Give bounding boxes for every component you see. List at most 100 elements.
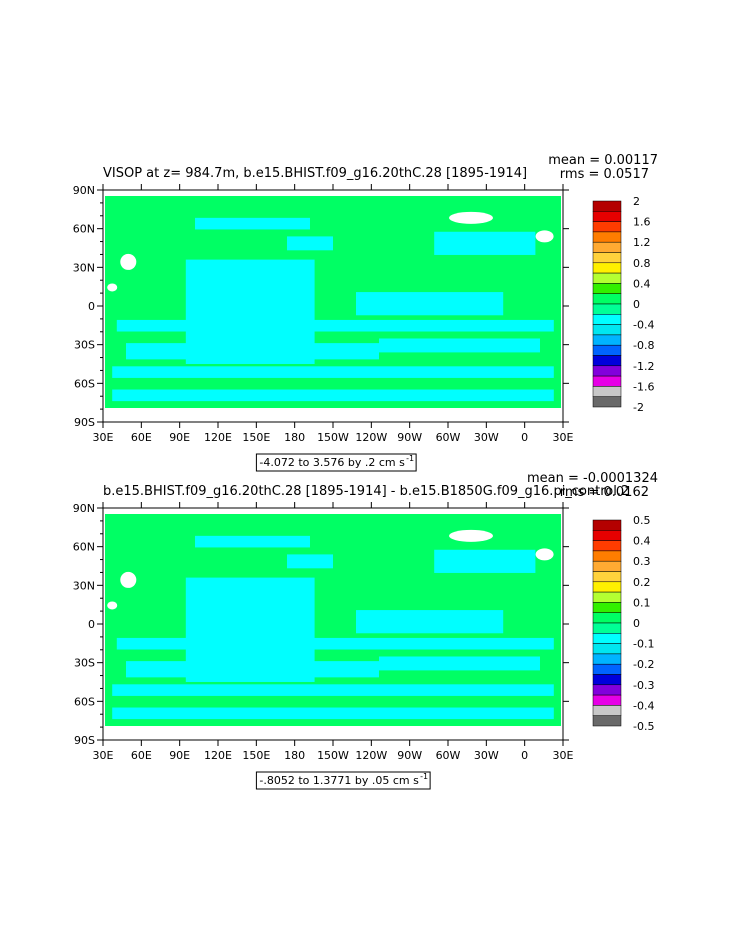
y-tick-label: 60N bbox=[73, 541, 95, 554]
negative-band bbox=[126, 343, 379, 360]
negative-band bbox=[112, 684, 554, 696]
colorbar-label: 0.4 bbox=[633, 277, 651, 290]
colorbar-swatch bbox=[592, 705, 622, 716]
colorbar-swatch bbox=[592, 344, 622, 356]
colorbar-swatch bbox=[592, 303, 622, 315]
colorbar-swatch bbox=[592, 653, 622, 665]
negative-band bbox=[116, 637, 554, 650]
y-tick-label: 90N bbox=[73, 502, 95, 515]
colorbar-label: -0.8 bbox=[633, 339, 654, 352]
x-tick-label: 180 bbox=[284, 749, 305, 762]
land-europe bbox=[535, 548, 554, 561]
map-panel-2: 90N 60N 30N 0 30S 60S 90S 30E 60E 90E 120E 150E 180 1… bbox=[73, 471, 658, 790]
range-label-frame bbox=[255, 453, 417, 472]
y-tick-label: 90N bbox=[73, 184, 95, 197]
land-arctic bbox=[449, 529, 493, 542]
colorbar-label: -0.4 bbox=[633, 699, 654, 712]
colorbar-swatch bbox=[592, 375, 622, 387]
colorbar-swatch bbox=[592, 252, 622, 264]
colorbar-label: -1.2 bbox=[633, 360, 654, 373]
x-tick-label: 60W bbox=[436, 431, 461, 444]
colorbar-label: 1.6 bbox=[633, 216, 651, 229]
colorbar: 2 1.6 1.2 0.8 0.4 0 -0.4 -0.8 -1.2 -1.6 -2 bbox=[592, 195, 654, 414]
y-tick-label: 0 bbox=[88, 618, 95, 631]
x-tick-label: 90E bbox=[169, 749, 190, 762]
x-tick-label: 60E bbox=[131, 749, 152, 762]
colorbar-swatch bbox=[592, 550, 622, 562]
colorbar-swatch bbox=[592, 530, 622, 541]
x-tick-label: 120W bbox=[355, 749, 387, 762]
land-europe bbox=[535, 230, 554, 243]
colorbar-swatch bbox=[592, 241, 622, 253]
colorbar-label: -0.2 bbox=[633, 658, 654, 671]
colorbar-swatch bbox=[592, 293, 622, 305]
negative-band bbox=[116, 319, 554, 332]
colorbar-swatch bbox=[592, 396, 622, 408]
colorbar-swatch bbox=[592, 231, 622, 243]
colorbar-swatch bbox=[592, 663, 622, 675]
x-tick-label: 30E bbox=[93, 749, 114, 762]
negative-band bbox=[356, 292, 504, 316]
colorbar-swatch bbox=[592, 602, 622, 613]
panel-title: VISOP at z= 984.7m, b.e15.BHIST.f09_g16.… bbox=[103, 166, 527, 181]
panel-title: b.e15.BHIST.f09_g16.20thC.28 [1895-1914]… bbox=[103, 484, 629, 499]
negative-band bbox=[112, 366, 554, 378]
x-tick-label: 90W bbox=[397, 749, 422, 762]
stat-rms: rms = 0.0162 bbox=[560, 485, 649, 500]
colorbar-swatch bbox=[592, 540, 622, 552]
y-tick-label: 60S bbox=[74, 377, 95, 390]
y-tick-label: 0 bbox=[88, 300, 95, 313]
negative-band bbox=[195, 535, 310, 548]
colorbar-swatch bbox=[592, 715, 622, 727]
colorbar-swatch bbox=[592, 591, 622, 603]
x-tick-label: 120E bbox=[204, 749, 232, 762]
colorbar-label: -2 bbox=[633, 401, 644, 414]
negative-band bbox=[379, 656, 540, 671]
negative-band bbox=[126, 661, 379, 678]
x-tick-label: 90E bbox=[169, 431, 190, 444]
colorbar-swatch bbox=[592, 365, 622, 377]
negative-band bbox=[195, 217, 310, 230]
x-tick-label: 150E bbox=[242, 749, 270, 762]
colorbar-label: 1.2 bbox=[633, 236, 651, 249]
colorbar-swatch bbox=[592, 684, 622, 696]
colorbar: 0.5 0.4 0.3 0.2 0.1 0 -0.1 -0.2 -0.3 -0.4 -0.5 bbox=[592, 514, 654, 733]
x-tick-label: 150W bbox=[317, 431, 349, 444]
negative-band bbox=[287, 236, 333, 251]
range-unit-sup: -1 bbox=[406, 454, 414, 463]
colorbar-label: -1.6 bbox=[633, 380, 654, 393]
x-tick-label: 60E bbox=[131, 431, 152, 444]
y-tick-label: 90S bbox=[74, 416, 95, 429]
colorbar-label: 0.1 bbox=[633, 596, 651, 609]
y-tick-label: 30N bbox=[73, 261, 95, 274]
colorbar-label: 0.5 bbox=[633, 514, 651, 527]
land-island bbox=[107, 283, 118, 292]
negative-band bbox=[379, 338, 540, 353]
colorbar-swatch bbox=[592, 211, 622, 222]
colorbar-swatch bbox=[592, 622, 622, 634]
x-tick-label: 30E bbox=[553, 431, 574, 444]
colorbar-swatch bbox=[592, 262, 622, 274]
y-tick-label: 30S bbox=[74, 657, 95, 670]
colorbar-swatch bbox=[592, 674, 622, 686]
colorbar-swatch bbox=[592, 324, 622, 336]
land-antarctica bbox=[103, 726, 563, 740]
colorbar-swatch bbox=[592, 643, 622, 655]
x-tick-label: 30W bbox=[474, 749, 499, 762]
colorbar-swatch bbox=[592, 633, 622, 644]
colorbar-swatch bbox=[592, 581, 622, 593]
range-label: -.8052 to 1.3771 by .05 cm s bbox=[259, 774, 419, 787]
range-unit-sup: -1 bbox=[420, 772, 428, 781]
x-tick-label: 120E bbox=[204, 431, 232, 444]
colorbar-swatch bbox=[592, 221, 622, 233]
x-tick-label: 150W bbox=[317, 749, 349, 762]
colorbar-label: 0 bbox=[633, 617, 640, 630]
stat-mean: mean = -0.0001324 bbox=[527, 471, 658, 486]
colorbar-label: 0.8 bbox=[633, 257, 651, 270]
colorbar-swatch bbox=[592, 283, 622, 294]
stat-rms: rms = 0.0517 bbox=[560, 167, 649, 182]
range-label: -4.072 to 3.576 by .2 cm s bbox=[259, 456, 405, 469]
x-tick-label: 30E bbox=[553, 749, 574, 762]
colorbar-label: 0 bbox=[633, 298, 640, 311]
colorbar-label: -0.3 bbox=[633, 679, 654, 692]
